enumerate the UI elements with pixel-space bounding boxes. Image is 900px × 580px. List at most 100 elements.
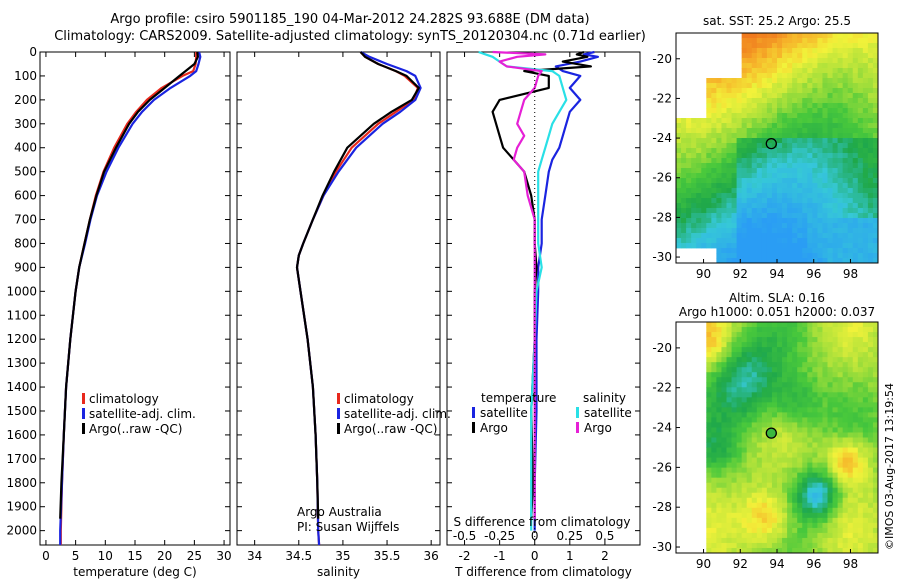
map-cell <box>837 347 844 353</box>
map-cell <box>842 462 849 469</box>
map-cell <box>807 402 813 408</box>
map-cell <box>872 427 879 433</box>
map-cell <box>802 213 808 219</box>
map-cell <box>837 68 844 74</box>
map-cell <box>857 367 864 373</box>
map-cell <box>812 507 818 514</box>
map-cell <box>751 63 758 69</box>
map-cell <box>867 352 874 358</box>
map-cell <box>777 258 783 264</box>
map-cell <box>782 517 788 524</box>
map-cell <box>847 73 854 79</box>
x-axis-label-salinity: salinity <box>317 565 360 579</box>
map-cell <box>832 258 838 264</box>
map-cell <box>792 542 798 549</box>
map-cell <box>867 367 874 373</box>
map-cell <box>852 113 859 119</box>
map-cell <box>777 492 783 499</box>
map-cell <box>817 477 823 484</box>
map-cell <box>807 223 813 229</box>
map-cell <box>731 487 737 494</box>
map-cell <box>716 88 722 94</box>
map-cell <box>787 203 793 209</box>
map-cell <box>741 422 748 428</box>
map-cell <box>711 527 717 534</box>
map-cell <box>807 238 813 244</box>
map-cell <box>852 542 859 549</box>
map-cell <box>837 53 844 59</box>
map-cell <box>817 432 823 438</box>
map-cell <box>802 327 808 333</box>
map-cell <box>872 437 879 443</box>
map-cell <box>696 133 702 139</box>
map-cell <box>797 208 803 214</box>
map-cell <box>847 437 854 443</box>
map-cell <box>797 168 803 174</box>
map-cell <box>761 402 768 408</box>
map-cell <box>847 148 854 154</box>
map-cell <box>802 527 808 534</box>
map-cell <box>771 223 778 229</box>
map-cell <box>731 477 737 484</box>
map-cell <box>857 402 864 408</box>
map-cell <box>872 412 879 418</box>
map-cell <box>802 442 808 448</box>
map-cell <box>726 327 732 333</box>
map-cell <box>741 83 748 89</box>
map-cell <box>751 98 758 104</box>
map-cell <box>731 133 737 139</box>
map-cell <box>706 188 712 194</box>
map-cell <box>862 238 869 244</box>
map-y-tick-label: -20 <box>652 52 672 66</box>
map-cell <box>837 213 844 219</box>
map-cell <box>792 123 798 129</box>
map-cell <box>716 332 722 338</box>
map-cell <box>726 497 732 504</box>
map-cell <box>812 88 818 94</box>
map-cell <box>787 377 793 383</box>
map-cell <box>832 43 838 49</box>
map-cell <box>827 248 833 254</box>
map-cell <box>807 58 813 64</box>
map-cell <box>842 472 849 479</box>
map-cell <box>817 427 823 433</box>
map-cell <box>842 342 849 348</box>
map-cell <box>822 522 828 529</box>
map-cell <box>807 387 813 393</box>
map-title-sst: sat. SST: 25.2 Argo: 25.5 <box>703 14 851 28</box>
map-cell <box>736 382 743 388</box>
map-cell <box>822 233 828 239</box>
map-cell <box>802 507 808 514</box>
map-cell <box>842 108 849 114</box>
map-cell <box>797 133 803 139</box>
map-cell <box>711 173 717 179</box>
map-cell <box>721 412 727 418</box>
map-cell <box>842 198 849 204</box>
map-cell <box>807 113 813 119</box>
map-cell <box>837 357 844 363</box>
map-cell <box>857 118 864 124</box>
map-cell <box>766 327 773 333</box>
map-cell <box>751 372 758 378</box>
map-cell <box>797 497 803 504</box>
map-cell <box>792 108 798 114</box>
map-cell <box>746 507 753 514</box>
map-cell <box>872 83 879 89</box>
map-cell <box>741 417 748 423</box>
map-cell <box>852 38 859 44</box>
map-cell <box>731 347 737 353</box>
map-cell <box>751 527 758 534</box>
map-cell <box>847 327 854 333</box>
map-cell <box>837 228 844 234</box>
map-cell <box>756 462 763 469</box>
map-cell <box>847 63 854 69</box>
map-cell <box>837 248 844 254</box>
map-cell <box>822 367 828 373</box>
map-cell <box>782 477 788 484</box>
map-cell <box>741 477 748 484</box>
map-cell <box>726 193 732 199</box>
map-cell <box>721 153 727 159</box>
map-cell <box>857 88 864 94</box>
map-cell <box>691 213 697 219</box>
map-cell <box>751 133 758 139</box>
